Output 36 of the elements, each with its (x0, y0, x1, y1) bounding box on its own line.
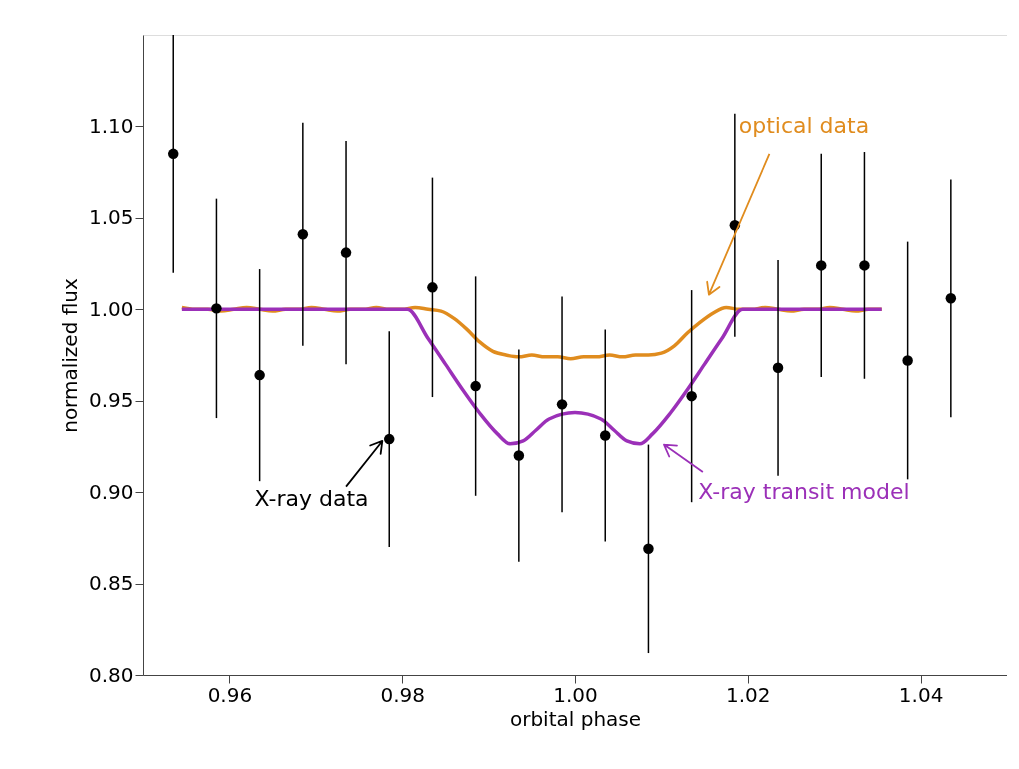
point (384, 433, 395, 445)
point (600, 430, 611, 441)
point (297, 229, 309, 240)
y-axis-title: normalized flux (57, 278, 82, 433)
point (643, 543, 654, 555)
x-tick-label: 0.98 (380, 682, 425, 707)
point (686, 390, 697, 402)
legend-label: X-ray transit model (698, 479, 910, 505)
point (427, 282, 438, 293)
point (254, 369, 265, 381)
point (902, 355, 913, 366)
point (211, 303, 222, 314)
y-tick-label: 1.05 (88, 205, 134, 230)
x-tick-label: 1.00 (553, 682, 598, 707)
y-tick-label: 0.80 (88, 662, 134, 687)
y-tick-label: 0.85 (88, 571, 134, 596)
y-tick-label: 1.10 (88, 113, 134, 138)
point (772, 362, 784, 374)
point (556, 399, 568, 410)
x-tick-label: 0.96 (207, 682, 253, 707)
y-tick-label: 1.00 (88, 296, 134, 321)
legend-label: X-ray data (254, 486, 369, 512)
point (168, 148, 179, 160)
point (945, 293, 957, 304)
y-tick-label: 0.90 (88, 479, 134, 504)
y-tick-label: 0.95 (88, 388, 134, 413)
point (816, 260, 827, 271)
text: optical data (738, 113, 870, 139)
x-tick-label: 1.04 (898, 682, 944, 707)
x-tick-label: 1.02 (726, 682, 771, 707)
point (470, 380, 481, 392)
point (859, 260, 870, 271)
x-axis-title: orbital phase (509, 706, 642, 731)
point (513, 450, 525, 461)
point (340, 247, 352, 258)
line-series (180, 307, 884, 446)
